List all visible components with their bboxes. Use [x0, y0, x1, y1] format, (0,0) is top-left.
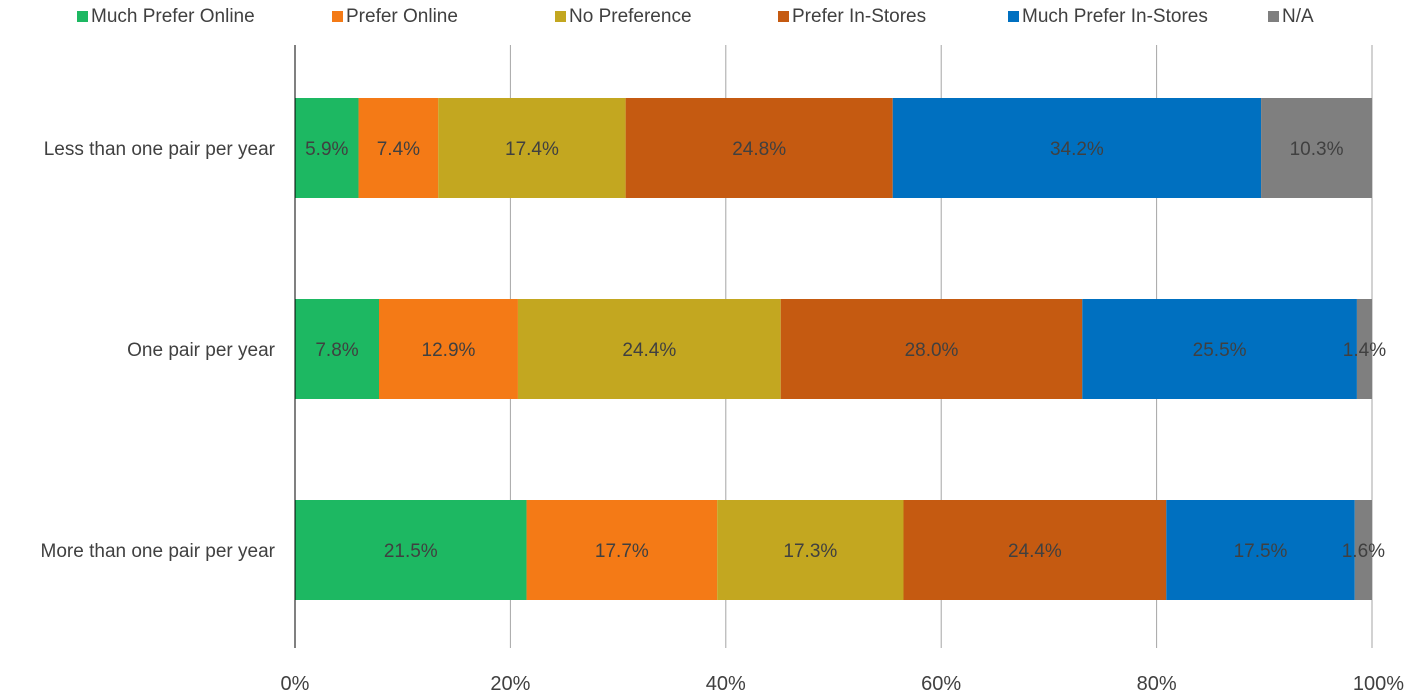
x-axis-tick-labels: 0% 20% 40% 60% 80% 100%: [281, 673, 1405, 695]
data-label: 17.7%: [595, 541, 649, 562]
data-label: 10.3%: [1290, 139, 1344, 160]
x-tick-label: 100%: [1353, 673, 1404, 695]
data-label: 17.4%: [505, 139, 559, 160]
bar-prefer-in-stores-1: [625, 98, 893, 198]
bar-much-prefer-online-3: [295, 500, 527, 600]
data-label: 24.4%: [622, 340, 676, 361]
legend-label: Prefer In-Stores: [792, 6, 926, 27]
category-label: Less than one pair per year: [44, 139, 276, 160]
legend: Much Prefer Online Prefer Online No Prefer…: [77, 6, 1314, 27]
data-label: 1.6%: [1342, 541, 1385, 562]
data-label: 24.8%: [732, 139, 786, 160]
data-label: 24.4%: [1008, 541, 1062, 562]
legend-swatch: [555, 11, 566, 22]
legend-item-prefer-in-stores: Prefer In-Stores: [778, 6, 926, 27]
bar-n-a-3: [1354, 500, 1372, 600]
bar-prefer-in-stores-3: [903, 500, 1167, 600]
x-tick-label: 80%: [1137, 673, 1177, 695]
x-tick-label: 20%: [490, 673, 530, 695]
legend-item-much-prefer-in-stores: Much Prefer In-Stores: [1008, 6, 1208, 27]
bar-much-prefer-in-stores-1: [892, 98, 1262, 198]
data-label: 21.5%: [384, 541, 438, 562]
legend-swatch: [778, 11, 789, 22]
bar-much-prefer-in-stores-3: [1166, 500, 1355, 600]
legend-swatch: [1268, 11, 1279, 22]
bar-much-prefer-online-1: [295, 98, 359, 198]
x-tick-label: 60%: [921, 673, 961, 695]
legend-item-much-prefer-online: Much Prefer Online: [77, 6, 255, 27]
legend-swatch: [1008, 11, 1019, 22]
data-label: 1.4%: [1343, 340, 1386, 361]
legend-label: N/A: [1282, 6, 1314, 27]
data-label: 28.0%: [905, 340, 959, 361]
category-label: One pair per year: [127, 340, 276, 361]
x-tick-label: 40%: [706, 673, 746, 695]
bars: [295, 98, 1372, 600]
legend-item-n-a: N/A: [1268, 6, 1314, 27]
data-label: 25.5%: [1193, 340, 1247, 361]
legend-swatch: [332, 11, 343, 22]
bar-prefer-online-2: [379, 299, 518, 399]
data-label: 17.5%: [1234, 541, 1288, 562]
data-label: 5.9%: [305, 139, 348, 160]
legend-label: No Preference: [569, 6, 692, 27]
bar-n-a-1: [1261, 98, 1372, 198]
bar-much-prefer-online-2: [295, 299, 380, 399]
bar-no-preference-3: [717, 500, 904, 600]
legend-item-no-preference: No Preference: [555, 6, 692, 27]
bar-prefer-online-3: [526, 500, 718, 600]
bar-prefer-online-1: [358, 98, 439, 198]
bar-no-preference-2: [517, 299, 781, 399]
category-label: More than one pair per year: [41, 541, 276, 562]
category-labels: Less than one pair per year One pair per …: [41, 139, 276, 562]
data-label: 12.9%: [422, 340, 476, 361]
legend-swatch: [77, 11, 88, 22]
legend-label: Much Prefer Online: [91, 6, 255, 27]
data-label: 17.3%: [783, 541, 837, 562]
bar-n-a-2: [1356, 299, 1372, 399]
data-labels: 5.9% 7.4% 17.4% 24.8% 34.2% 10.3% 7.8% 12.9% 24.…: [305, 139, 1386, 562]
legend-label: Prefer Online: [346, 6, 458, 27]
legend-label: Much Prefer In-Stores: [1022, 6, 1208, 27]
bar-no-preference-1: [438, 98, 626, 198]
bar-much-prefer-in-stores-2: [1082, 299, 1357, 399]
x-tick-label: 0%: [281, 673, 310, 695]
data-label: 34.2%: [1050, 139, 1104, 160]
legend-item-prefer-online: Prefer Online: [332, 6, 458, 27]
bar-prefer-in-stores-2: [780, 299, 1083, 399]
data-label: 7.8%: [315, 340, 358, 361]
data-label: 7.4%: [377, 139, 420, 160]
